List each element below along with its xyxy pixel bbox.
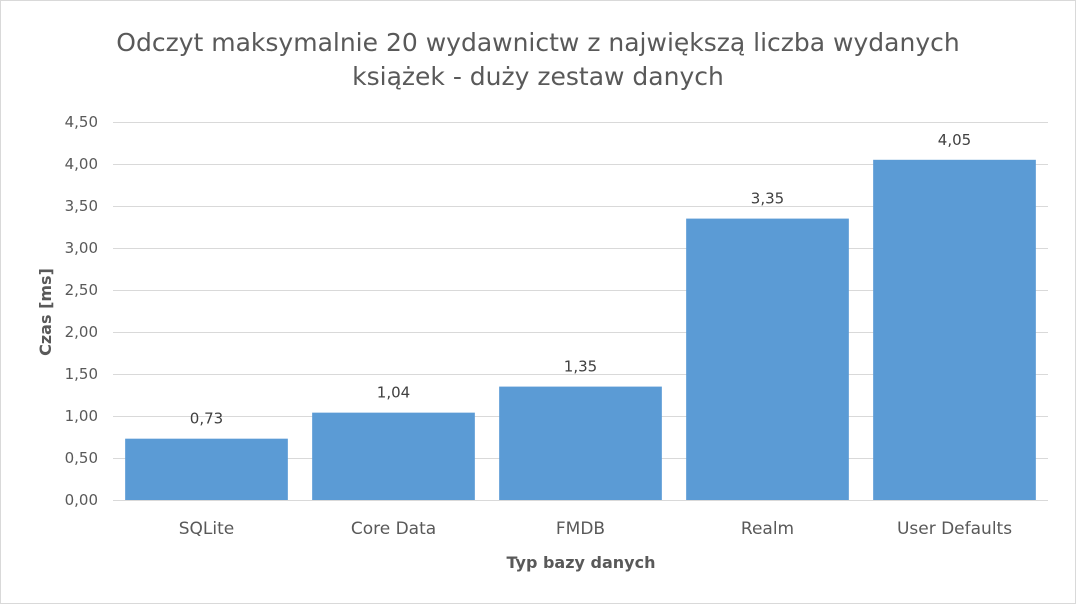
y-tick-label: 4,50 bbox=[65, 113, 98, 131]
chart-title-line-1: Odczyt maksymalnie 20 wydawnictw z najwi… bbox=[116, 28, 960, 57]
x-category-label: Realm bbox=[741, 519, 794, 539]
bar-fmdb bbox=[499, 386, 662, 500]
y-tick-label: 3,50 bbox=[65, 197, 98, 215]
x-category-label: Core Data bbox=[351, 519, 436, 539]
data-label: 0,73 bbox=[190, 410, 223, 428]
y-tick-label: 2,50 bbox=[65, 281, 98, 299]
x-axis-title: Typ bazy danych bbox=[507, 553, 656, 572]
data-label: 4,05 bbox=[938, 131, 971, 149]
x-category-label: SQLite bbox=[179, 519, 235, 539]
y-tick-label: 4,00 bbox=[65, 155, 98, 173]
y-tick-label: 0,00 bbox=[65, 491, 98, 509]
chart-title-line-2: książek - duży zestaw danych bbox=[352, 62, 724, 91]
y-tick-label: 3,00 bbox=[65, 239, 98, 257]
y-tick-label: 1,50 bbox=[65, 365, 98, 383]
x-category-label: FMDB bbox=[556, 519, 605, 539]
x-category-label: User Defaults bbox=[897, 519, 1012, 539]
y-tick-label: 2,00 bbox=[65, 323, 98, 341]
y-axis-ticks: 0,00 0,50 1,00 1,50 2,00 2,50 3,00 3,50 4,00 4,50 bbox=[65, 113, 98, 509]
data-labels: 0,73 1,04 1,35 3,35 4,05 bbox=[190, 131, 971, 428]
bar-sqlite bbox=[125, 438, 288, 500]
bars bbox=[125, 159, 1036, 501]
x-axis-categories: SQLite Core Data FMDB Realm User Defaults bbox=[179, 519, 1012, 539]
y-tick-label: 0,50 bbox=[65, 449, 98, 467]
y-tick-label: 1,00 bbox=[65, 407, 98, 425]
chart-title: Odczyt maksymalnie 20 wydawnictw z najwi… bbox=[0, 26, 1076, 94]
bar-user-defaults bbox=[873, 159, 1036, 501]
bar-core-data bbox=[312, 412, 475, 500]
bar-realm bbox=[686, 218, 849, 500]
data-label: 1,04 bbox=[377, 384, 410, 402]
y-axis-title: Czas [ms] bbox=[36, 268, 55, 356]
data-label: 1,35 bbox=[564, 358, 597, 376]
data-label: 3,35 bbox=[751, 190, 784, 208]
